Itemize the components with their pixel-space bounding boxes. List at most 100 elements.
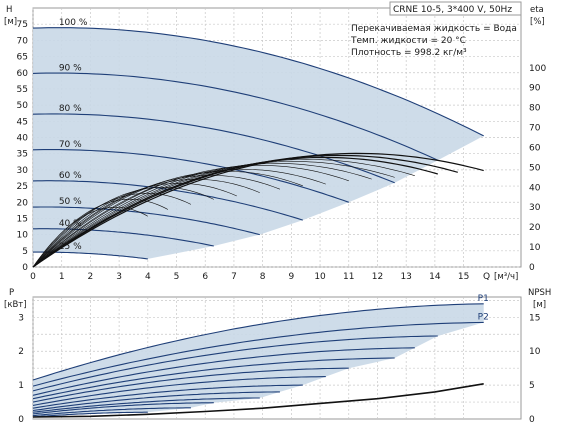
head-tick-label: 55: [17, 85, 28, 95]
head-tick-label: 10: [17, 231, 29, 241]
head-tick-label: 45: [17, 117, 28, 127]
speed-label: 80 %: [59, 104, 82, 114]
head-curve: [33, 228, 214, 247]
flow-tick-label: 14: [429, 272, 441, 282]
flow-tick-label: 4: [145, 272, 151, 282]
head-tick-label: 65: [17, 53, 28, 63]
efficiency-curve: [32, 193, 192, 268]
head-axis-unit: [м]: [4, 17, 17, 27]
power-curve-label: P1: [478, 294, 489, 304]
flow-axis-symbol: Q: [483, 272, 490, 282]
npsh-axis-symbol: NPSH: [528, 288, 551, 298]
efficiency-curve: [32, 159, 415, 268]
power-curve: [32, 367, 349, 403]
head-curve: [32, 72, 439, 161]
head-tick-label: 40: [17, 134, 29, 144]
efficiency-curve: [32, 206, 148, 268]
head-tick-label: 15: [17, 214, 28, 224]
npsh-axis-unit: [м]: [533, 300, 546, 310]
npsh-tick-label: 10: [529, 347, 541, 357]
npsh-curve: [32, 383, 484, 418]
power-axis-symbol: P: [9, 288, 14, 298]
head-curve: [32, 27, 484, 137]
head-tick-label: 60: [17, 69, 29, 79]
flow-tick-label: 6: [202, 272, 208, 282]
flow-tick-label: 11: [343, 272, 354, 282]
speed-label: 60 %: [59, 171, 82, 181]
head-tick-label: 75: [17, 20, 28, 30]
flow-tick-label: 9: [288, 272, 294, 282]
eta-tick-label: 40: [529, 183, 541, 193]
head-tick-label: 35: [17, 150, 28, 160]
head-tick-label: 0: [22, 263, 28, 273]
flow-tick-label: 12: [372, 272, 383, 282]
power-curve: [32, 407, 191, 417]
fluid-info: Перекачиваемая жидкость = Вода: [351, 24, 517, 34]
flow-tick-label: 10: [314, 272, 326, 282]
power-curve: [32, 357, 395, 400]
power-curve: [32, 384, 303, 409]
head-tick-label: 50: [17, 101, 29, 111]
power-npsh-chart: 0 1 2 3 0 5 10 15 P1 P2 P [кВт] NPSH [м]: [4, 288, 551, 425]
flow-tick-label: 3: [116, 272, 122, 282]
power-operating-area: [33, 303, 484, 417]
speed-label: 90 %: [59, 63, 82, 73]
eta-tick-label: 30: [529, 203, 541, 213]
power-tick-label: 3: [18, 313, 24, 323]
flow-tick-label: 15: [458, 272, 469, 282]
density-info: Плотность = 998.2 кг/м³: [351, 48, 467, 58]
head-tick-label: 5: [22, 247, 28, 257]
speed-label: 70 %: [59, 140, 82, 150]
eta-tick-label: 60: [529, 143, 541, 153]
power-curve: [32, 321, 484, 387]
pump-header: CRNE 10-5, 3*400 V, 50Hz: [393, 5, 512, 15]
power-curve: [32, 376, 326, 406]
flow-tick-label: 5: [174, 272, 180, 282]
flow-tick-label: 7: [231, 272, 237, 282]
eta-tick-label: 10: [529, 243, 541, 253]
speed-label: 25 %: [59, 242, 82, 252]
eta-tick-label: 70: [529, 124, 541, 134]
temperature-info: Темп. жидкости = 20 °C: [350, 36, 466, 46]
flow-tick-label: 2: [88, 272, 94, 282]
power-axis-unit: [кВт]: [4, 300, 27, 310]
eta-tick-label: 20: [529, 223, 541, 233]
flow-tick-label: 13: [400, 272, 411, 282]
head-tick-label: 25: [17, 182, 28, 192]
head-curve: [33, 206, 260, 236]
head-curve: [32, 149, 349, 203]
eta-axis-symbol: eta: [530, 5, 544, 15]
efficiency-curve: [32, 175, 281, 268]
head-tick-label: 30: [17, 166, 29, 176]
eta-tick-label: 0: [529, 263, 535, 273]
power-curve-label: P2: [478, 312, 489, 322]
power-tick-label: 1: [18, 381, 24, 391]
npsh-tick-label: 5: [529, 381, 535, 391]
eta-axis-unit: [%]: [530, 17, 545, 27]
power-curve: [32, 347, 415, 396]
speed-label: 100 %: [59, 18, 88, 28]
head-tick-label: 20: [17, 198, 29, 208]
eta-tick-label: 100: [529, 64, 546, 74]
power-curve: [32, 402, 214, 415]
flow-tick-label: 1: [59, 272, 65, 282]
eta-tick-label: 80: [529, 104, 541, 114]
eta-tick-label: 50: [529, 163, 541, 173]
efficiency-curve: [32, 171, 303, 268]
power-curve: [32, 303, 484, 381]
pump-header-box: [389, 1, 522, 16]
head-tick-label: 70: [17, 36, 29, 46]
head-axis-symbol: H: [6, 5, 12, 15]
flow-tick-label: 8: [260, 272, 266, 282]
efficiency-curve: [32, 156, 438, 268]
power-tick-label: 0: [18, 415, 24, 425]
flow-axis-unit: [м³/ч]: [494, 272, 518, 282]
speed-label: 50 %: [59, 197, 82, 207]
power-tick-label: 2: [18, 347, 24, 357]
power-curve: [32, 411, 148, 418]
efficiency-curve: [32, 187, 214, 268]
npsh-tick-label: 15: [529, 313, 540, 323]
power-curve: [32, 391, 280, 412]
